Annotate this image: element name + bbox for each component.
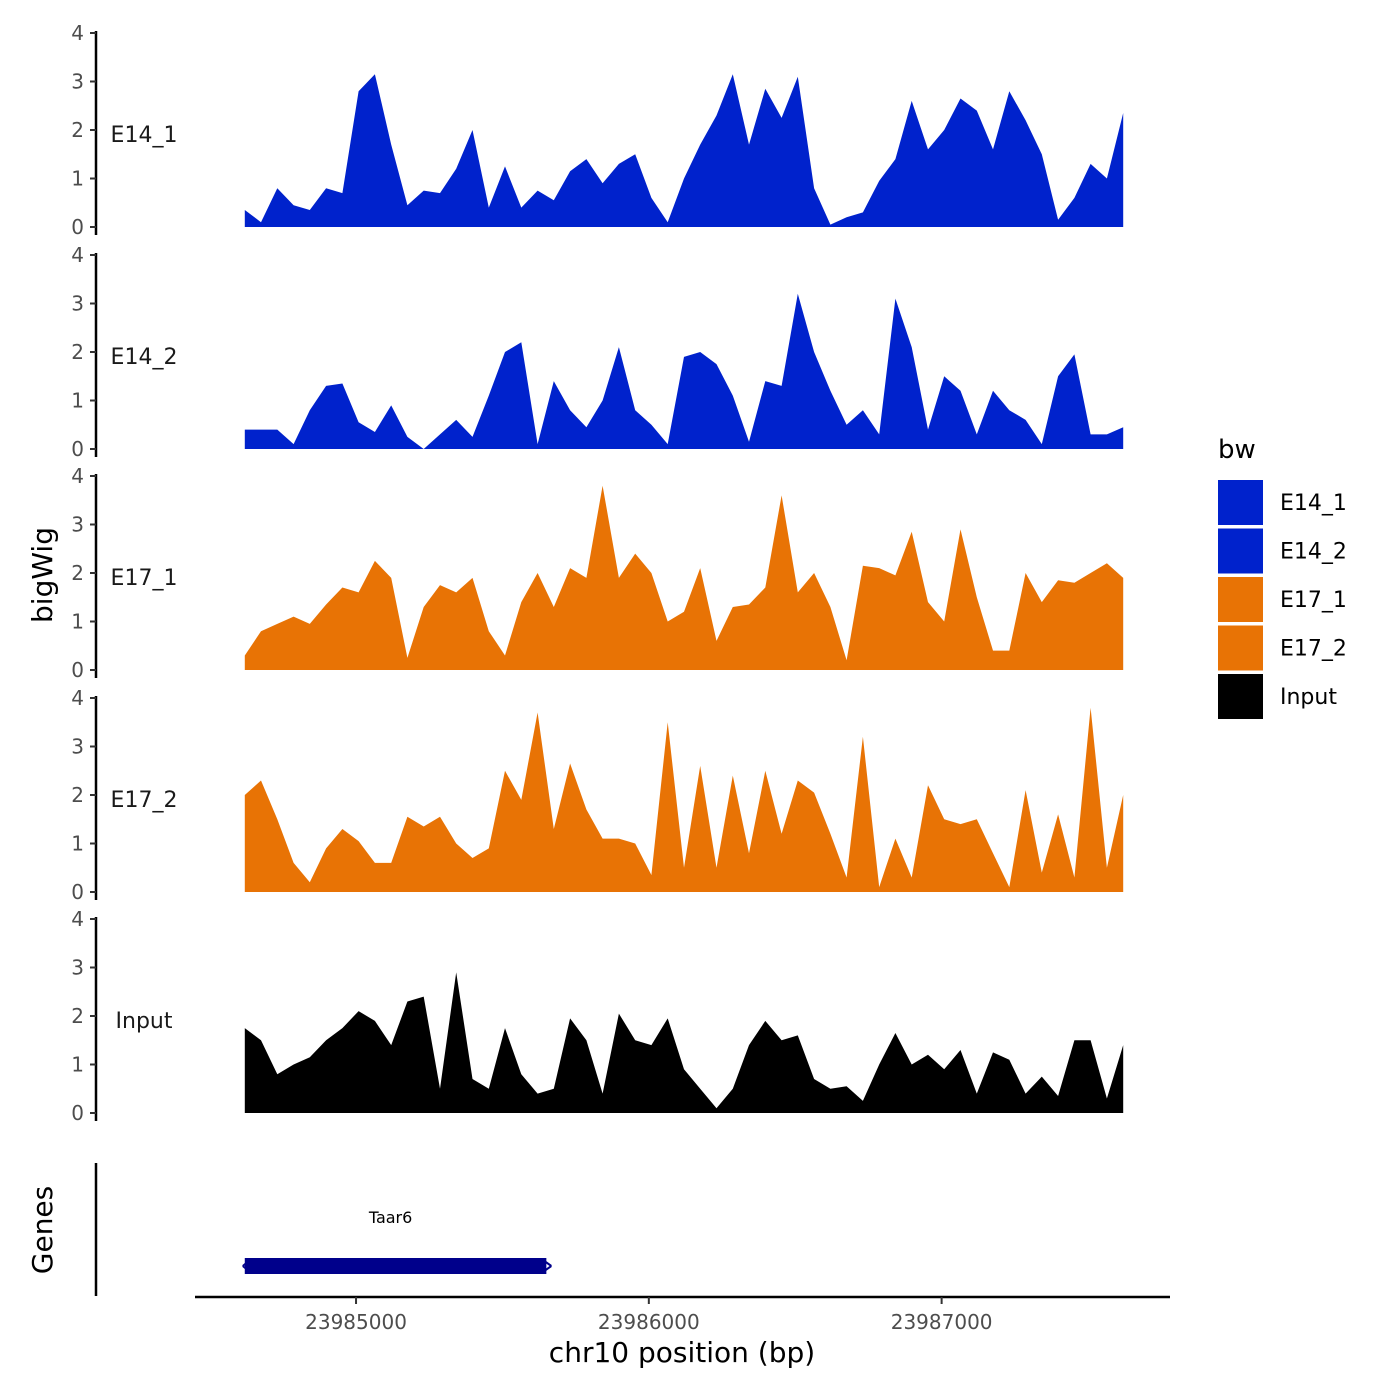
legend: bw E14_1 E14_2 E17_1 E17_2 Input [1218,435,1347,719]
y-axis-title: bigWig [26,527,59,623]
legend-swatch-E14_1 [1218,480,1263,525]
gene-label-Taar6: Taar6 [368,1208,413,1227]
y-tick-label-E17_2-1: 1 [71,832,84,856]
y-tick-label-E14_1-2: 2 [71,118,84,142]
legend-items: E14_1 E14_2 E17_1 E17_2 Input [1218,480,1347,719]
y-tick-label-E14_2-2: 2 [71,340,84,364]
y-tick-label-Input-3: 3 [71,956,84,980]
track-E17_1: 0 1 2 3 4 E17_1 [71,464,1124,682]
legend-label-E17_1: E17_1 [1280,588,1347,613]
track-label-E17_1: E17_1 [111,566,178,591]
track-Input: 0 1 2 3 4 Input [71,907,1124,1125]
x-tick-label-23985000: 23985000 [305,1310,407,1334]
track-label-Input: Input [116,1009,173,1034]
y-tick-label-Input-4: 4 [71,907,84,931]
track-E14_1: 0 1 2 3 4 E14_1 [71,21,1124,239]
y-tick-label-E14_1-3: 3 [71,70,84,94]
legend-swatch-Input [1218,674,1263,719]
legend-label-E17_2: E17_2 [1280,637,1347,662]
x-axis-title: chr10 position (bp) [549,1336,815,1369]
genes-panel: Genes Taar6 [26,1163,552,1296]
legend-label-Input: Input [1280,685,1337,710]
y-tick-label-E14_1-0: 0 [71,215,84,239]
y-tick-label-E17_2-3: 3 [71,735,84,759]
legend-swatch-E17_2 [1218,625,1263,671]
genes-group: Taar6 [242,1208,552,1274]
legend-swatch-E17_1 [1218,577,1263,622]
y-tick-label-E17_1-2: 2 [71,561,84,585]
track-E17_2: 0 1 2 3 4 E17_2 [71,686,1124,904]
y-tick-label-Input-0: 0 [71,1101,84,1125]
y-tick-label-E17_2-0: 0 [71,880,84,904]
legend-swatch-E14_2 [1218,528,1263,574]
area-E14_1 [244,74,1124,227]
gene-Taar6-strand-start [242,1260,250,1272]
y-tick-label-E17_1-3: 3 [71,513,84,537]
y-tick-label-Input-1: 1 [71,1053,84,1077]
y-tick-label-E17_1-4: 4 [71,464,84,488]
track-E14_2: 0 1 2 3 4 E14_2 [71,243,1124,461]
legend-label-E14_2: E14_2 [1280,540,1347,565]
x-axis: 23985000 23986000 23987000 chr10 position … [195,1295,1170,1369]
y-tick-label-E14_2-1: 1 [71,389,84,413]
y-tick-label-E17_2-4: 4 [71,686,84,710]
y-tick-label-E14_1-4: 4 [71,21,84,45]
area-E14_2 [244,293,1124,449]
area-Input [244,972,1124,1113]
area-E17_1 [244,485,1124,670]
legend-label-E14_1: E14_1 [1280,491,1347,516]
track-label-E17_2: E17_2 [111,788,178,813]
track-label-E14_2: E14_2 [111,345,178,370]
y-tick-label-E14_2-4: 4 [71,243,84,267]
track-panels: 0 1 2 3 4 E14_1 0 1 2 3 4 E14_2 0 1 2 3 4 E17_1 0 1 2 3 4 E17_2… [71,21,1124,1125]
y-tick-label-E14_1-1: 1 [71,167,84,191]
y-tick-label-E17_1-1: 1 [71,610,84,634]
y-tick-label-E14_2-3: 3 [71,292,84,316]
gene-Taar6-strand-end [543,1260,552,1272]
y-tick-label-E14_2-0: 0 [71,437,84,461]
x-tick-label-23986000: 23986000 [598,1310,700,1334]
y-tick-label-Input-2: 2 [71,1004,84,1028]
y-tick-label-E17_1-0: 0 [71,658,84,682]
y-tick-label-E17_2-2: 2 [71,783,84,807]
track-label-E14_1: E14_1 [111,123,178,148]
x-tick-label-23987000: 23987000 [891,1310,993,1334]
area-E17_2 [244,707,1124,892]
legend-title: bw [1218,435,1256,465]
gene-Taar6-body [244,1258,547,1274]
genes-axis-title: Genes [26,1186,59,1274]
x-ticks: 23985000 23986000 23987000 [305,1297,993,1334]
